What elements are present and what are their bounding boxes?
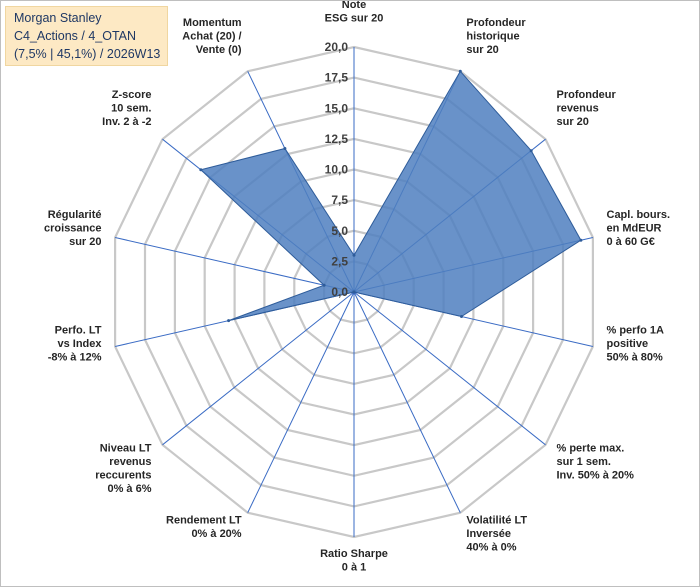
axis-label-line: vs Index (57, 338, 102, 350)
data-point-12 (322, 283, 326, 287)
data-point-3 (529, 149, 533, 153)
axis-label-8: Ratio Sharpe 0 à 1 (320, 548, 388, 574)
tick-label: 0,0 (331, 285, 348, 299)
data-point-5 (460, 315, 463, 318)
data-point-4 (579, 238, 583, 242)
axis-label-line: 0% à 20% (191, 528, 241, 540)
axis-label-14: Momentum Achat (20) / Vente (0) (182, 17, 242, 56)
series-area (199, 70, 582, 322)
axis-label-line: Perfo. LT (55, 324, 102, 336)
radar-tick-labels: 0,0 2,5 5,0 7,5 10,0 12,5 15,0 17,5 20,0 (325, 40, 349, 299)
axis-spoke-6 (353, 291, 546, 446)
axis-label-line: Niveau LT (100, 443, 152, 455)
radar-axis-labels: Note ESG sur 20 Profondeur historique sur 20… (44, 1, 670, 574)
axis-spoke-7 (353, 291, 461, 513)
tick-label: 5,0 (331, 224, 348, 238)
axis-label-line: 0% à 6% (107, 483, 151, 495)
axis-label-3: Profondeur revenus sur 20 (557, 89, 617, 128)
axis-label-line: Profondeur (466, 17, 526, 29)
axis-label-12: Régularité croissance sur 20 (44, 209, 101, 248)
axis-label-line: croissance (44, 223, 101, 235)
axis-label-line: Capl. bours. (607, 209, 671, 221)
axis-label-line: Z-score (112, 89, 152, 101)
axis-label-line: revenus (557, 103, 599, 115)
axis-label-line: sur 20 (69, 236, 101, 248)
axis-label-line: sur 1 sem. (557, 456, 611, 468)
axis-label-line: -8% à 12% (48, 351, 102, 363)
axis-label-line: 0 à 60 G€ (607, 236, 655, 248)
data-point-10 (352, 290, 356, 294)
data-point-1 (352, 253, 356, 257)
fund-info-box: Morgan Stanley C4_Actions / 4_OTAN (7,5%… (5, 6, 168, 66)
axis-label-line: sur 20 (466, 44, 498, 56)
axis-label-4: Capl. bours. en MdEUR 0 à 60 G€ (607, 209, 671, 248)
axis-label-line: Momentum (183, 17, 242, 29)
axis-label-9: Rendement LT 0% à 20% (166, 514, 242, 540)
tick-label: 12,5 (325, 132, 349, 146)
axis-spoke-12 (114, 237, 355, 293)
axis-label-line: Achat (20) / (182, 31, 241, 43)
performance-summary: (7,5% | 45,1%) / 2026W13 (14, 47, 161, 61)
axis-label-13: Z-score 10 sem. Inv. 2 à -2 (102, 89, 151, 128)
tick-label: 17,5 (325, 71, 349, 85)
axis-label-line: Ratio Sharpe (320, 548, 388, 560)
axis-label-line: reccurents (95, 470, 151, 482)
axis-label-6: % perte max. sur 1 sem. Inv. 50% à 20% (557, 443, 635, 482)
data-point-14 (283, 147, 287, 150)
axis-label-line: 40% à 0% (466, 541, 516, 553)
axis-label-line: ESG sur 20 (325, 13, 384, 25)
axis-label-line: Inversée (466, 528, 511, 540)
axis-label-line: Profondeur (557, 89, 617, 101)
axis-label-2: Profondeur historique sur 20 (466, 17, 526, 56)
axis-label-1: Note ESG sur 20 (325, 1, 384, 25)
tick-label: 15,0 (325, 101, 349, 115)
data-point-2 (458, 69, 462, 73)
axis-label-7: Volatilité LT Inversée 40% à 0% (466, 514, 527, 553)
portfolio-path: C4_Actions / 4_OTAN (14, 29, 137, 43)
axis-label-5: % perfo 1A positive 50% à 80% (607, 324, 665, 363)
axis-label-line: 0 à 1 (342, 562, 366, 574)
tick-label: 10,0 (325, 163, 349, 177)
axis-label-line: Volatilité LT (466, 514, 527, 526)
axis-label-line: Régularité (48, 209, 102, 221)
axis-label-line: sur 20 (557, 116, 589, 128)
axis-label-line: Inv. 2 à -2 (102, 116, 151, 128)
axis-label-line: 50% à 80% (607, 351, 663, 363)
axis-label-10: Niveau LT revenus reccurents 0% à 6% (95, 443, 152, 496)
axis-label-line: revenus (109, 456, 151, 468)
axis-spoke-10 (162, 291, 355, 446)
company-name: Morgan Stanley (14, 11, 102, 25)
data-point-13 (199, 168, 203, 172)
axis-label-line: Vente (0) (196, 44, 242, 56)
axis-label-line: positive (607, 338, 649, 350)
data-point-11 (227, 319, 231, 323)
tick-label: 7,5 (331, 193, 348, 207)
axis-label-line: 10 sem. (111, 103, 151, 115)
axis-label-line: historique (466, 31, 519, 43)
tick-label: 2,5 (331, 254, 348, 268)
axis-label-line: Inv. 50% à 20% (557, 470, 635, 482)
axis-label-line: Rendement LT (166, 514, 242, 526)
axis-label-line: % perfo 1A (607, 324, 665, 336)
axis-label-11: Perfo. LT vs Index -8% à 12% (48, 324, 103, 363)
axis-label-line: Note (342, 1, 366, 11)
tick-label: 20,0 (325, 40, 349, 54)
axis-spoke-9 (247, 291, 355, 513)
radar-series (199, 69, 583, 323)
axis-label-line: en MdEUR (607, 223, 662, 235)
axis-label-line: % perte max. (557, 443, 625, 455)
